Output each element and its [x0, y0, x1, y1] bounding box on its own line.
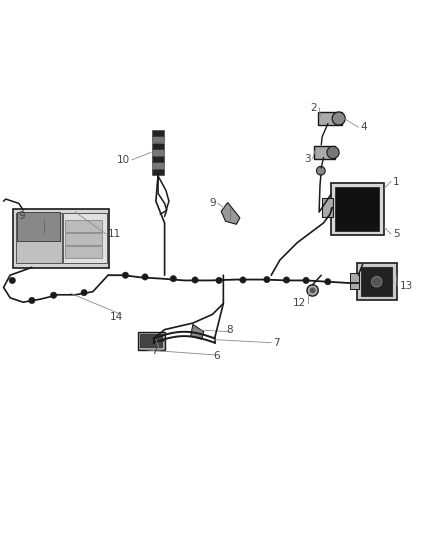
Circle shape — [310, 288, 315, 293]
Text: 7: 7 — [273, 338, 280, 348]
Circle shape — [325, 279, 331, 285]
Bar — [152, 149, 164, 156]
Bar — [152, 143, 164, 149]
FancyBboxPatch shape — [16, 213, 62, 263]
Circle shape — [170, 276, 177, 282]
Text: 6: 6 — [213, 351, 220, 361]
FancyBboxPatch shape — [18, 212, 60, 241]
FancyBboxPatch shape — [314, 146, 335, 158]
FancyBboxPatch shape — [65, 233, 102, 245]
FancyBboxPatch shape — [331, 182, 384, 235]
Bar — [152, 130, 164, 136]
Circle shape — [283, 277, 290, 283]
Circle shape — [192, 277, 198, 283]
Text: 3: 3 — [304, 154, 311, 164]
Circle shape — [307, 285, 318, 296]
Text: 9: 9 — [19, 212, 25, 221]
FancyBboxPatch shape — [140, 334, 162, 348]
Text: 11: 11 — [108, 229, 121, 239]
Text: 8: 8 — [226, 325, 233, 335]
Bar — [152, 136, 164, 142]
Text: 7: 7 — [152, 346, 158, 357]
Polygon shape — [35, 215, 53, 237]
FancyBboxPatch shape — [13, 208, 110, 268]
Circle shape — [81, 289, 87, 296]
Text: 10: 10 — [117, 155, 130, 165]
Polygon shape — [191, 325, 204, 339]
FancyBboxPatch shape — [318, 112, 342, 125]
Circle shape — [142, 274, 148, 280]
Text: 12: 12 — [293, 298, 306, 309]
Circle shape — [332, 112, 345, 125]
Text: 14: 14 — [110, 312, 124, 321]
Text: 9: 9 — [209, 198, 215, 208]
Bar — [152, 163, 164, 168]
FancyBboxPatch shape — [322, 198, 332, 217]
Circle shape — [317, 166, 325, 175]
Circle shape — [50, 292, 57, 298]
Circle shape — [216, 277, 222, 284]
Circle shape — [303, 277, 309, 284]
FancyBboxPatch shape — [361, 268, 392, 296]
Circle shape — [240, 277, 246, 283]
FancyBboxPatch shape — [350, 273, 359, 289]
Bar — [152, 169, 164, 175]
FancyBboxPatch shape — [357, 263, 396, 301]
Text: 1: 1 — [393, 176, 400, 187]
Text: 13: 13 — [399, 281, 413, 291]
Circle shape — [327, 147, 339, 158]
Bar — [152, 156, 164, 162]
Text: 5: 5 — [393, 229, 400, 239]
Text: 2: 2 — [310, 103, 317, 112]
FancyBboxPatch shape — [65, 220, 102, 232]
Circle shape — [9, 277, 15, 284]
FancyBboxPatch shape — [65, 246, 102, 258]
FancyBboxPatch shape — [63, 213, 106, 263]
Circle shape — [264, 277, 270, 282]
Polygon shape — [221, 203, 240, 224]
Circle shape — [122, 272, 129, 278]
FancyBboxPatch shape — [335, 187, 379, 231]
Circle shape — [371, 277, 382, 287]
Circle shape — [29, 297, 35, 304]
FancyBboxPatch shape — [138, 332, 165, 350]
Text: 4: 4 — [360, 122, 367, 132]
